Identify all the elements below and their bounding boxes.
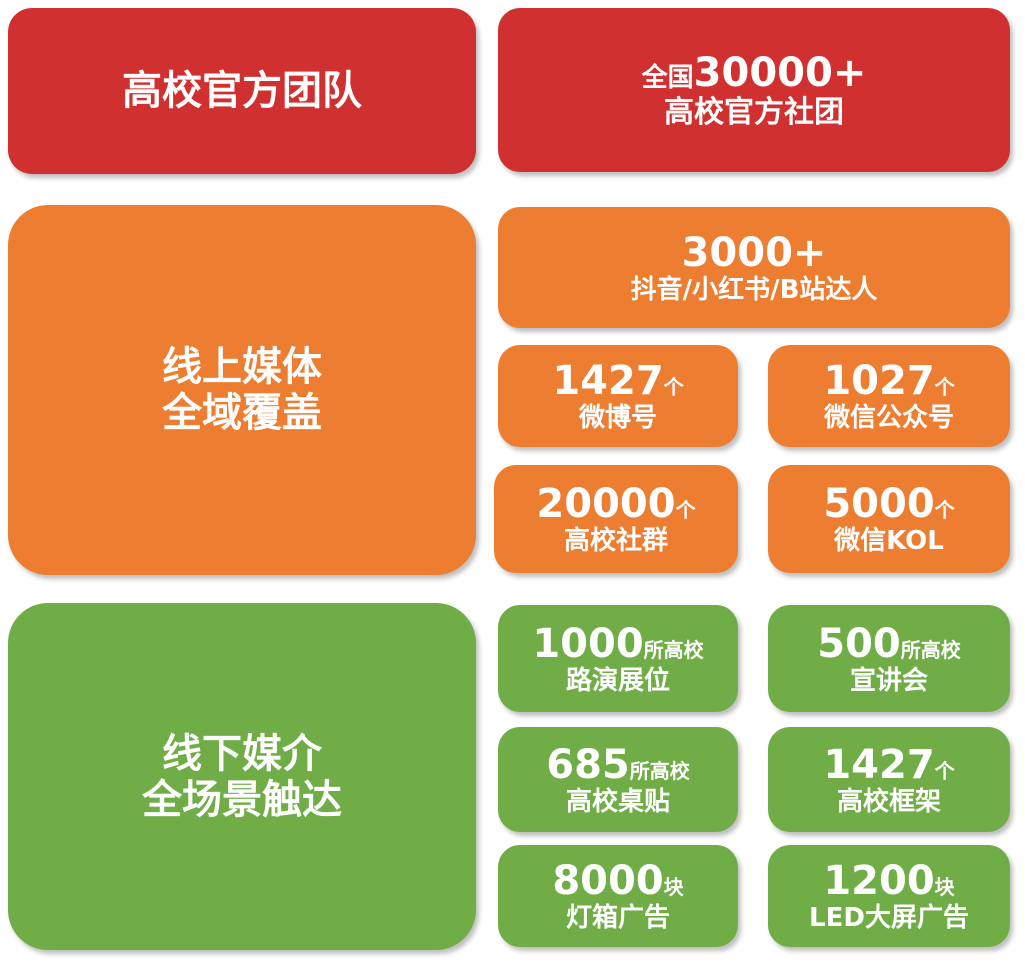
stat-label: 微信公众号 [823, 403, 954, 434]
stat-label: 微信KOL [834, 526, 944, 557]
stat-label: 灯箱广告 [565, 903, 670, 934]
section-official-team: 高校官方团队 [8, 8, 476, 174]
stat-value-line: 1427个 [552, 358, 683, 404]
stat-card: 1000所高校 路演展位 [498, 605, 738, 712]
stat-number: 5000 [823, 481, 935, 528]
stat-value-line: 1027个 [823, 358, 954, 404]
stat-value-line: 8000块 [552, 858, 683, 904]
stat-card: 500所高校 宣讲会 [768, 605, 1010, 712]
stat-label: 路演展位 [565, 665, 670, 696]
section-online-media: 线上媒体 全域覆盖 [8, 205, 476, 575]
stat-value-line: 全国30000+ [642, 50, 867, 96]
stat-card: 1200块 LED大屏广告 [768, 845, 1010, 947]
stat-unit: 个 [934, 375, 955, 400]
stat-card: 全国30000+ 高校官方社团 [498, 8, 1010, 172]
section-title: 线上媒体 [162, 344, 322, 390]
stat-value-line: 20000个 [536, 481, 695, 527]
stat-unit: 个 [934, 498, 955, 523]
stat-unit: 所高校 [643, 637, 704, 662]
stat-value-line: 5000个 [823, 481, 954, 527]
stat-number: 500 [817, 620, 901, 667]
stat-card: 3000+ 抖音/小红书/B站达人 [498, 207, 1010, 328]
stat-number: 1427 [552, 358, 664, 405]
stat-unit: 所高校 [629, 758, 690, 783]
stat-unit: 个 [675, 498, 696, 523]
stat-card: 685所高校 高校桌贴 [498, 727, 738, 832]
section-title: 高校官方团队 [122, 68, 362, 114]
stat-value-line: 1427个 [823, 742, 954, 788]
section-title: 全场景触达 [142, 776, 342, 823]
section-title: 全域覆盖 [162, 390, 322, 436]
stat-value-line: 1200块 [823, 858, 954, 904]
stat-unit: 块 [934, 875, 955, 900]
stat-unit: 个 [663, 375, 684, 400]
stat-unit: 个 [934, 758, 955, 783]
stat-label: 宣讲会 [849, 665, 928, 696]
stat-number: 3000+ [681, 229, 827, 276]
stat-label: 高校社群 [563, 526, 668, 557]
stat-value-line: 500所高校 [817, 621, 961, 667]
stat-label: LED大屏广告 [809, 903, 969, 934]
stat-label: 高校官方社团 [664, 94, 844, 130]
stat-card: 20000个 高校社群 [494, 465, 738, 573]
stat-number: 1000 [532, 620, 644, 667]
section-title: 线下媒介 [162, 730, 322, 777]
section-offline-media: 线下媒介 全场景触达 [8, 603, 476, 950]
stat-label: 高校桌贴 [565, 786, 670, 817]
stat-number: 8000 [552, 858, 664, 905]
stat-number: 20000 [536, 481, 676, 528]
stat-prefix: 全国 [641, 62, 694, 93]
stat-label: 微博号 [578, 403, 657, 434]
stat-value-line: 685所高校 [546, 742, 690, 788]
stat-unit: 块 [663, 875, 684, 900]
stat-card: 1427个 微博号 [498, 345, 738, 447]
stat-value-line: 3000+ [682, 230, 827, 276]
stat-card: 1027个 微信公众号 [768, 345, 1010, 447]
stat-card: 5000个 微信KOL [768, 465, 1010, 573]
stat-number: 1027 [823, 358, 935, 405]
stat-value-line: 1000所高校 [532, 621, 703, 667]
stat-label: 高校框架 [836, 786, 941, 817]
stat-number: 685 [546, 741, 630, 788]
stat-card: 1427个 高校框架 [768, 727, 1010, 832]
stat-card: 8000块 灯箱广告 [498, 845, 738, 947]
stat-unit: 所高校 [900, 637, 961, 662]
stat-number: 1200 [823, 858, 935, 905]
stat-number: 30000+ [693, 49, 867, 96]
stat-number: 1427 [823, 741, 935, 788]
stat-label: 抖音/小红书/B站达人 [630, 274, 878, 305]
